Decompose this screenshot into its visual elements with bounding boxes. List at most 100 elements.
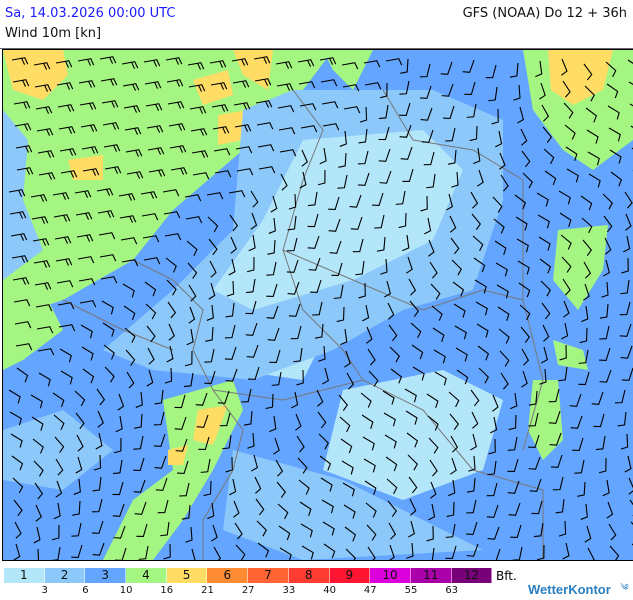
wind-barb [245, 322, 258, 336]
wind-barb [362, 304, 370, 322]
wind-barb [389, 544, 395, 560]
wind-barb [191, 150, 209, 158]
wind-barb [250, 190, 259, 208]
brand-logo[interactable]: WetterKontor [528, 582, 611, 597]
wind-barb [432, 327, 445, 342]
wind-barb [455, 347, 468, 362]
wind-barb [37, 348, 55, 356]
wind-barb [473, 257, 486, 273]
wind-barb [93, 454, 102, 471]
wind-swirl-icon: ༄ [620, 583, 629, 593]
wind-barb [624, 191, 633, 209]
wind-barb [33, 62, 51, 70]
wind-barb [419, 85, 432, 99]
legend-class-4: 4 [126, 568, 167, 583]
wind-barb [426, 525, 434, 542]
wind-barb [92, 476, 102, 492]
wind-barb [492, 394, 499, 412]
wind-barb [257, 144, 275, 152]
wind-barb [136, 523, 148, 538]
wind-barb [73, 478, 81, 495]
wind-barb [31, 416, 44, 431]
wind-barb [520, 128, 528, 146]
wind-barb [143, 59, 161, 67]
legend-tick: 3 [41, 585, 48, 596]
wind-barb [448, 479, 456, 497]
wind-barb [586, 129, 599, 144]
wind-barb [338, 394, 349, 412]
wind-barb [528, 412, 539, 427]
wind-barb [558, 520, 567, 537]
wind-barb [278, 127, 296, 135]
wind-barb [191, 548, 196, 560]
wind-barb [248, 366, 260, 380]
wind-barb [582, 239, 593, 257]
wind-barb [299, 171, 307, 189]
wind-barb [624, 455, 632, 473]
wind-barb [490, 416, 498, 434]
wind-barb [454, 325, 467, 340]
wind-barb [301, 149, 308, 167]
wind-barb [464, 81, 476, 96]
wind-barb [619, 323, 632, 337]
wind-barb [14, 123, 32, 131]
wind-barb [604, 237, 612, 255]
wind-barb [35, 304, 53, 312]
wind-barb [145, 103, 163, 111]
wind-barb [82, 168, 100, 176]
wind-barb [37, 150, 55, 158]
wind-barb [385, 456, 398, 472]
wind-barb [336, 306, 345, 323]
wind-barb [466, 499, 477, 514]
legend-tick: 33 [282, 585, 296, 596]
wind-barb [147, 347, 155, 365]
wind-barb [408, 520, 416, 538]
country-borders [62, 89, 544, 560]
wind-barb [540, 280, 551, 297]
wind-barb [225, 368, 238, 382]
wind-barb [561, 256, 572, 273]
wind-barb [606, 501, 614, 519]
wind-barb [210, 82, 228, 90]
wind-barb [421, 129, 434, 143]
wind-barb [517, 106, 525, 124]
wind-barb [367, 348, 376, 366]
parameter-label: Wind 10m [kn] [5, 26, 102, 41]
wind-barb [603, 259, 611, 277]
wind-barb [296, 435, 305, 453]
wind-barb [33, 526, 41, 544]
wind-barb [112, 459, 123, 475]
wind-barb [296, 369, 304, 386]
wind-barb [250, 212, 258, 230]
wind-barb [424, 217, 432, 235]
wind-barb [620, 279, 630, 295]
wind-barb [31, 216, 49, 224]
wind-barb [319, 455, 332, 471]
wind-barb [364, 480, 377, 495]
wind-barb [499, 350, 510, 367]
wind-barb [297, 457, 308, 474]
wind-barb [587, 151, 600, 166]
legend-tick: 27 [241, 585, 255, 596]
wind-barb [388, 324, 398, 342]
wind-barb [372, 192, 384, 206]
wind-barb [11, 57, 29, 65]
wind-barb [75, 412, 85, 430]
wind-barb [277, 503, 289, 520]
wind-barb [185, 526, 193, 543]
wind-barb [280, 173, 288, 191]
wind-barb [560, 234, 572, 250]
wind-barb [409, 300, 420, 318]
wind-barb [204, 370, 216, 384]
wind-barb [9, 211, 27, 219]
wind-barb [298, 81, 316, 89]
wind-barb [443, 105, 455, 119]
wind-barb [389, 346, 401, 363]
wind-barb [346, 372, 355, 390]
wind-barb [521, 348, 530, 366]
wind-barb [231, 58, 249, 66]
wind-barb [562, 542, 570, 560]
wind-barb [155, 477, 168, 491]
wind-barb [126, 371, 135, 389]
